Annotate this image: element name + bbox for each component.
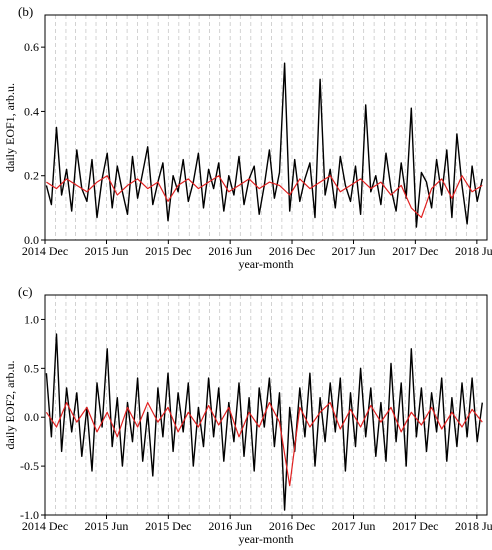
panel-label-c: (c) [18, 284, 32, 299]
y-tick-label: 0.2 [24, 169, 39, 183]
x-tick-label: 2017 Jun [332, 519, 376, 533]
y-tick-label: -0.5 [20, 459, 39, 473]
plot-frame-c [44, 294, 488, 516]
y-axis-label-b: daily EOF1, arb.u. [3, 83, 17, 172]
x-ticks-b: 2014 Dec 2015 Jun 2015 Dec 2016 Jun 2016 Dec… [22, 240, 492, 258]
gridlines-c [55, 295, 478, 515]
x-tick-label: 2016 Jun [208, 519, 252, 533]
y-tick-label: 0.5 [24, 361, 39, 375]
x-tick-label: 2018 Jun [455, 244, 492, 258]
series-line-red [46, 175, 483, 219]
x-tick-label: 2017 Dec [392, 244, 438, 258]
x-tick-label: 2018 Jun [455, 519, 492, 533]
x-tick-label: 2014 Dec [22, 244, 68, 258]
y-axis-label-c: daily EOF2, arb.u. [3, 361, 17, 450]
y-tick-label: 0.6 [24, 40, 39, 54]
y-tick-label: 0.0 [24, 233, 39, 247]
gridlines-b [55, 15, 478, 240]
x-tick-label: 2017 Jun [332, 244, 376, 258]
y-ticks-b: 0.0 0.2 0.4 0.6 [24, 40, 45, 247]
series-line-black [45, 333, 483, 511]
x-tick-label: 2016 Jun [208, 244, 252, 258]
x-tick-label: 2017 Dec [392, 519, 438, 533]
series-group-b [45, 62, 483, 228]
x-ticks-c: 2014 Dec 2015 Jun 2015 Dec 2016 Jun 2016 Dec… [22, 515, 492, 533]
y-tick-label: 0.4 [24, 104, 39, 118]
x-tick-label: 2015 Jun [85, 244, 129, 258]
y-tick-label: -1.0 [20, 508, 39, 522]
y-ticks-c: -1.0 -0.5 0.0 0.5 1.0 [20, 312, 45, 522]
plot-frame-b [44, 14, 488, 241]
x-tick-label: 2016 Dec [269, 244, 315, 258]
chart-panel-c: (c) -1.0-0.50.00.51.0 2014 Dec 2015 Jun 20… [3, 284, 492, 546]
series-group-c [45, 333, 483, 511]
x-tick-label: 2016 Dec [269, 519, 315, 533]
x-tick-label: 2015 Jun [85, 519, 129, 533]
x-tick-label: 2015 Dec [145, 244, 191, 258]
y-tick-label: 1.0 [24, 312, 39, 326]
chart-panel-b: (b) 0.0 0.2 0.4 0.6 2014 Dec 2015 Jun 2015 De… [3, 4, 492, 271]
series-line-red [45, 402, 483, 487]
y-tick-label: 0.0 [24, 410, 39, 424]
panel-label-b: (b) [18, 4, 33, 19]
series-line-black [45, 62, 483, 228]
x-axis-label-c: year-month [238, 532, 293, 546]
x-axis-label-b: year-month [238, 257, 293, 271]
x-tick-label: 2015 Dec [145, 519, 191, 533]
x-tick-label: 2014 Dec [22, 519, 68, 533]
